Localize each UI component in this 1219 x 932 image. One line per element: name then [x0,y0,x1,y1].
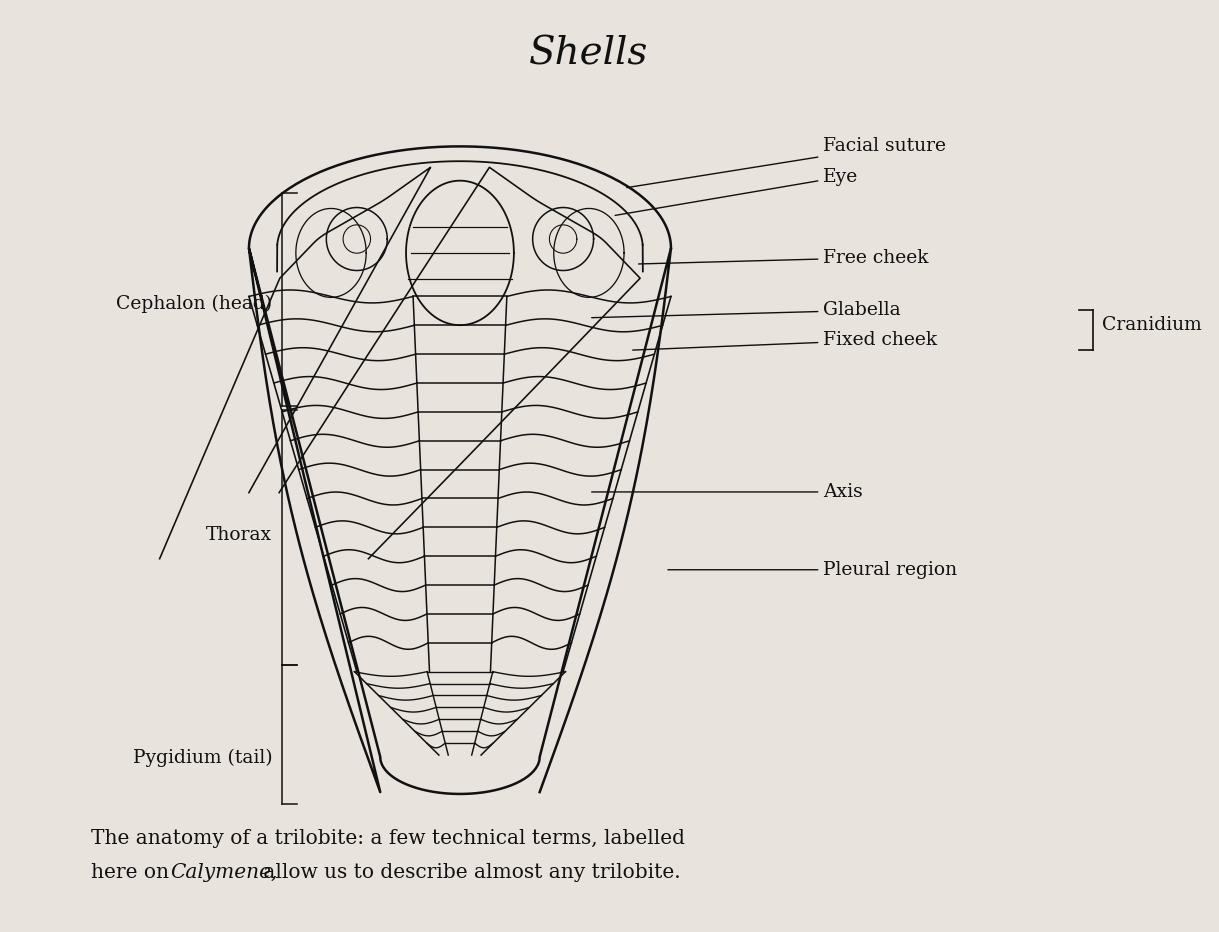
Text: Facial suture: Facial suture [627,137,946,187]
Text: Calymene,: Calymene, [171,862,278,882]
Text: Axis: Axis [591,483,863,500]
Text: Free cheek: Free cheek [639,249,929,267]
Text: Glabella: Glabella [591,301,901,320]
Text: Cranidium: Cranidium [1102,316,1202,335]
Text: Thorax: Thorax [206,527,272,544]
Text: The anatomy of a trilobite: a few technical terms, labelled: The anatomy of a trilobite: a few techni… [90,829,685,848]
Text: Fixed cheek: Fixed cheek [633,331,937,350]
Text: Pleural region: Pleural region [668,561,957,579]
Text: Pygidium (tail): Pygidium (tail) [133,748,272,767]
Text: here on: here on [90,862,176,882]
Text: Shells: Shells [529,35,649,72]
Text: allow us to describe almost any trilobite.: allow us to describe almost any trilobit… [257,862,680,882]
Text: Eye: Eye [616,168,858,215]
Text: Cephalon (head): Cephalon (head) [116,295,272,313]
